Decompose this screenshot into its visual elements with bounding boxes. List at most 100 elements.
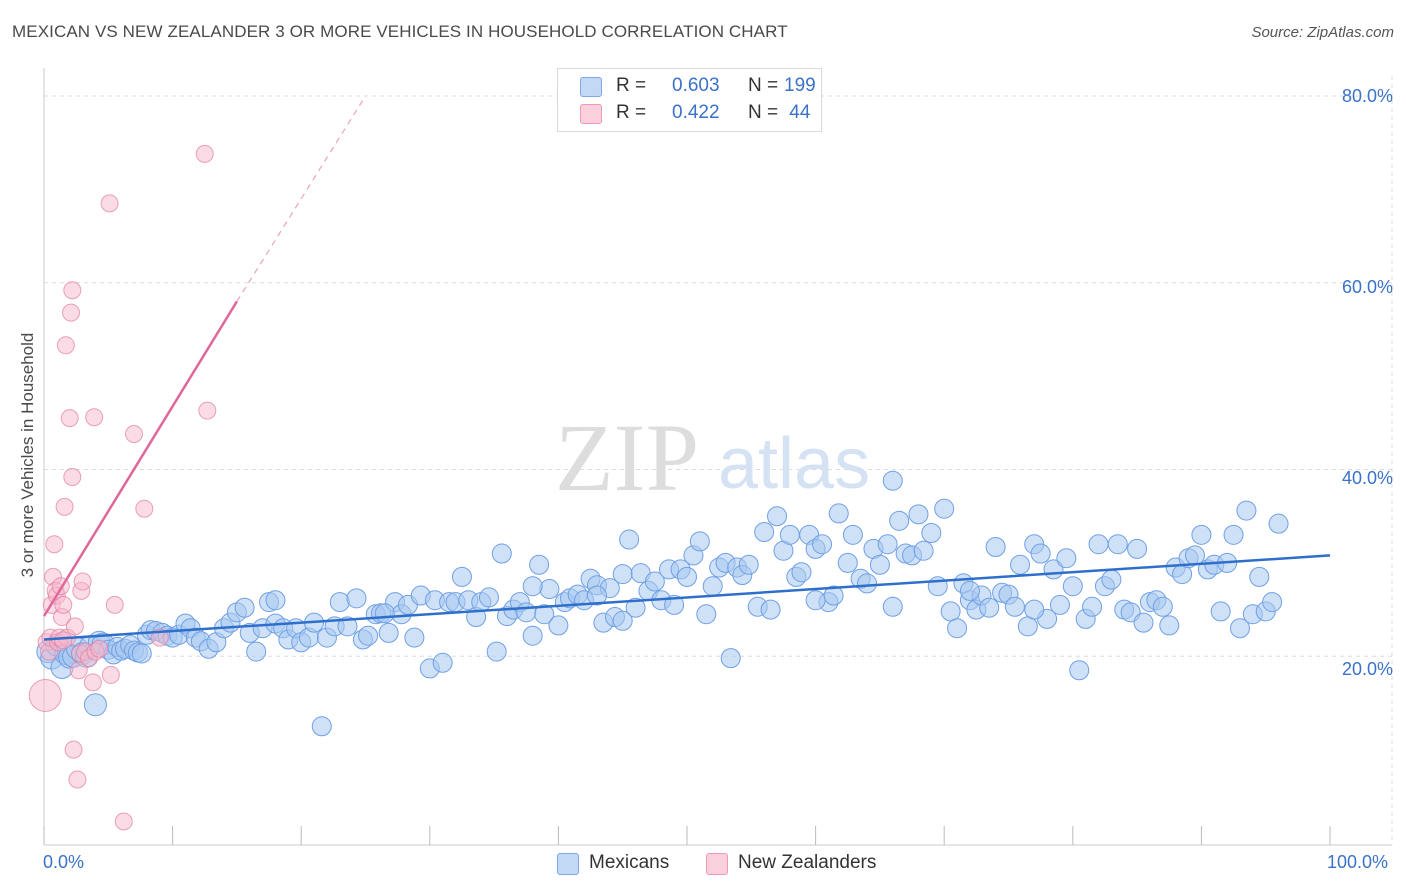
mexicans-point — [539, 579, 560, 600]
mexicans-point — [619, 529, 640, 550]
mexicans-point — [529, 554, 550, 575]
mexicans-point — [374, 603, 395, 624]
mexicans-point — [1268, 513, 1289, 534]
mexicans-point — [358, 625, 379, 646]
new-zealanders-point — [55, 497, 74, 516]
new-zealanders-point — [100, 194, 119, 213]
mexicans-point — [664, 594, 685, 615]
mexicans-point — [1191, 524, 1212, 545]
mexicans-point — [612, 610, 633, 631]
chart-source: Source: ZipAtlas.com — [1251, 24, 1394, 41]
legend-swatch-mexicans — [580, 77, 602, 97]
mexicans-point — [1133, 612, 1154, 633]
new-zealanders-point — [68, 770, 87, 789]
y-tick-label-40: 40.0% — [1341, 468, 1393, 488]
mexicans-point — [644, 571, 665, 592]
mexicans-point — [882, 470, 903, 491]
mexicans-point — [959, 580, 980, 601]
legend-r-label: R = — [616, 75, 652, 96]
watermark: ZIP atlas — [555, 404, 870, 511]
mexicans-point — [1069, 660, 1090, 681]
new-zealanders-point — [105, 595, 124, 614]
new-zealanders-trend-line — [42, 300, 238, 617]
legend-r-value-mexicans: 0.603 — [672, 75, 720, 96]
new-zealanders-point — [54, 595, 73, 614]
mexicans-point — [857, 573, 878, 594]
mexicans-point — [1159, 615, 1180, 636]
legend-n-value-new-zealanders: 44 — [784, 102, 811, 123]
new-zealanders-point — [114, 812, 133, 831]
mexicans-point — [921, 522, 942, 543]
mexicans-point — [516, 602, 537, 623]
mexicans-point — [478, 587, 499, 608]
new-zealanders-trend-extension — [236, 95, 367, 302]
mexicans-point — [1030, 543, 1051, 564]
mexicans-point — [1262, 592, 1283, 613]
mexicans-point — [985, 537, 1006, 558]
mexicans-point — [1088, 534, 1109, 555]
mexicans-point — [131, 643, 152, 664]
mexicans-point — [1101, 569, 1122, 590]
y-tick-label-20: 20.0% — [1341, 659, 1393, 679]
new-zealanders-point — [125, 425, 144, 444]
mexicans-point — [779, 524, 800, 545]
new-zealanders-point — [90, 639, 109, 658]
mexicans-point — [908, 504, 929, 525]
mexicans-point — [696, 604, 717, 625]
mexicans-point — [677, 566, 697, 587]
legend-n-value-mexicans: 199 — [784, 75, 816, 96]
legend-n-label: N = — [748, 102, 784, 123]
mexicans-point — [1210, 601, 1231, 622]
new-zealanders-point — [56, 336, 75, 355]
x-tick-label-0: 0.0% — [43, 852, 85, 872]
mexicans-point — [404, 627, 425, 648]
new-zealanders-point — [195, 144, 214, 163]
mexicans-point — [940, 601, 961, 622]
new-zealanders-point — [62, 303, 81, 322]
new-zealanders-point — [198, 401, 217, 420]
watermark-zip: ZIP — [555, 404, 699, 511]
mexicans-point — [1229, 618, 1250, 639]
new-zealanders-point — [28, 678, 62, 712]
mexicans-point — [754, 522, 775, 543]
grid-lines — [44, 76, 1393, 845]
mexicans-point — [1004, 596, 1025, 617]
new-zealanders-point — [101, 665, 120, 684]
legend-n-label: N = — [748, 75, 784, 96]
mexicans-point — [1017, 616, 1038, 637]
mexicans-point — [828, 503, 849, 524]
mexicans-point — [586, 585, 607, 606]
legend-r-label: R = — [616, 102, 652, 123]
new-zealanders-point — [63, 281, 82, 300]
correlation-legend: R = 0.603 N = 199 R = 0.422 N = 44 — [557, 68, 822, 132]
mexicans-point — [1062, 576, 1083, 597]
mexicans-point — [522, 576, 543, 597]
mexicans-point — [760, 599, 781, 620]
mexicans-point — [689, 531, 710, 552]
new-zealanders-point — [85, 408, 104, 427]
mexicans-point — [767, 506, 788, 527]
y-tick-label-60: 60.0% — [1341, 277, 1393, 297]
bottom-legend-label-mexicans: Mexicans — [589, 852, 670, 873]
mexicans-point — [812, 534, 833, 555]
mexicans-point — [451, 566, 472, 587]
mexicans-point — [491, 543, 512, 564]
axes — [43, 68, 1392, 846]
mexicans-point — [612, 564, 633, 585]
new-zealanders-point — [65, 617, 84, 636]
mexicans-trend-line — [43, 554, 1331, 641]
mexicans-point — [738, 554, 759, 575]
mexicans-point — [246, 641, 267, 662]
mexicans-point — [842, 524, 863, 545]
mexicans-point — [979, 597, 1000, 618]
mexicans-point — [889, 510, 910, 531]
mexicans-point — [791, 562, 812, 583]
new-zealanders-point — [83, 673, 102, 692]
legend-r-value-new-zealanders: 0.422 — [672, 102, 720, 123]
mexicans-point — [1107, 534, 1128, 555]
mexicans-point — [337, 616, 358, 637]
mexicans-point — [1152, 596, 1173, 617]
bottom-legend-swatch-mexicans — [557, 853, 579, 875]
mexicans-point — [947, 618, 968, 639]
